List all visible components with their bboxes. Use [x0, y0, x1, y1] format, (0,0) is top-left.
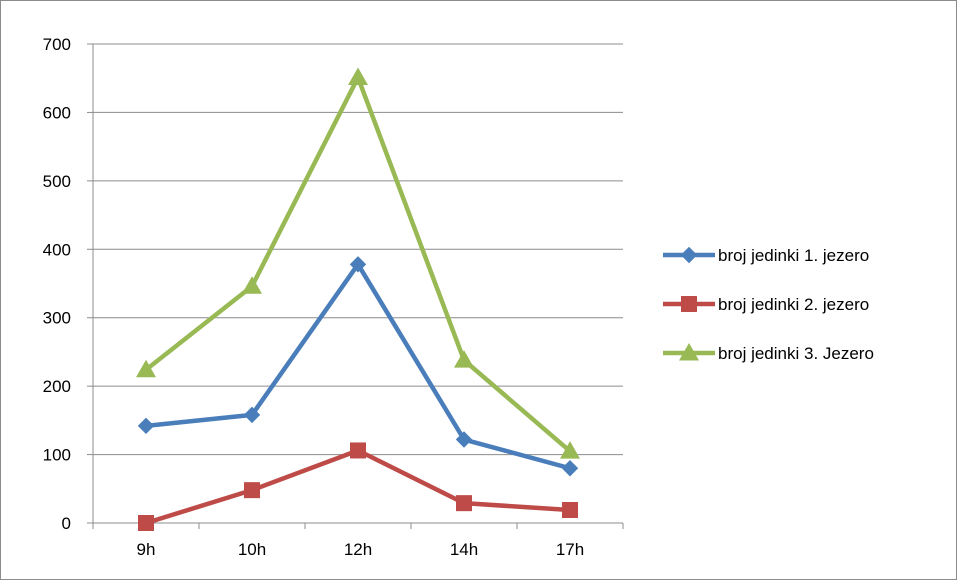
diamond-data-point	[561, 460, 579, 477]
legend-marker	[679, 343, 699, 361]
y-tick-label: 600	[43, 103, 71, 122]
y-tick-label: 500	[43, 172, 71, 191]
triangle-data-point	[454, 350, 474, 368]
y-tick-label: 0	[62, 514, 71, 533]
x-tick-label: 12h	[344, 540, 372, 559]
axes: 0 100 200 300 400 500 600 700 9h 10h 12h 14h 17h	[43, 35, 624, 559]
square-data-point	[138, 515, 154, 531]
square-data-point	[562, 501, 578, 518]
series-lines	[136, 67, 580, 531]
gridlines	[93, 43, 623, 456]
x-tick-label: 9h	[137, 540, 156, 559]
triangle-data-point	[560, 441, 580, 459]
square-data-point	[456, 495, 472, 512]
legend-marker	[681, 296, 697, 312]
legend-marker	[680, 246, 698, 264]
x-tick-label: 17h	[556, 540, 584, 559]
square-data-point	[350, 442, 366, 459]
legend-entry: broj jedinki 1. jezero	[663, 246, 869, 265]
square-data-point	[244, 482, 260, 499]
legend-label: broj jedinki 2. jezero	[718, 295, 869, 314]
series-line	[145, 262, 571, 471]
series-1	[137, 256, 579, 477]
legend: broj jedinki 1. jezero broj jedinki 2. je…	[663, 246, 874, 363]
diamond-data-point	[137, 417, 155, 435]
diamond-data-point	[243, 406, 261, 424]
triangle-data-point	[242, 276, 262, 294]
legend-entry: broj jedinki 3. Jezero	[663, 343, 874, 363]
legend-label: broj jedinki 3. Jezero	[718, 344, 874, 363]
y-tick-label: 200	[43, 377, 71, 396]
y-tick-label: 300	[43, 309, 71, 328]
series-line	[145, 448, 571, 526]
y-tick-label: 100	[43, 446, 71, 465]
series-2	[138, 442, 578, 531]
diamond-data-point	[455, 431, 473, 448]
y-tick-label: 700	[43, 35, 71, 54]
y-tick-label: 400	[43, 240, 71, 259]
x-tick-label: 14h	[450, 540, 478, 559]
triangle-data-point	[136, 359, 156, 378]
diamond-data-point	[349, 256, 367, 273]
triangle-data-point	[348, 67, 368, 86]
legend-entry: broj jedinki 2. jezero	[663, 295, 869, 314]
x-tick-label: 10h	[238, 540, 266, 559]
legend-label: broj jedinki 1. jezero	[718, 246, 869, 265]
series-3	[136, 67, 580, 459]
